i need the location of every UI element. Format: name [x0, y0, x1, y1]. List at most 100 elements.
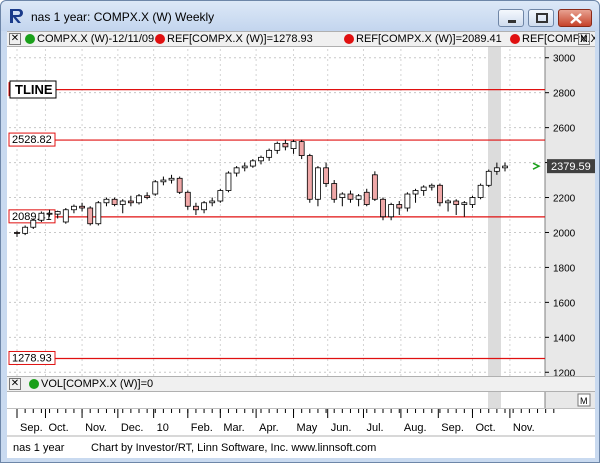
candle-body [315, 167, 321, 200]
chart-client-area: ✕ COMPX.X (W)-12/11/09 REF[COMPX.X (W)]=… [7, 31, 595, 458]
candle-body [355, 195, 362, 200]
candle [339, 192, 346, 207]
volume-chart[interactable]: M [7, 392, 595, 408]
reference-label: 1278.93 [12, 352, 52, 364]
candle-body [323, 167, 329, 184]
status-bar: nas 1 year Chart by Investor/RT, Linn So… [7, 440, 595, 458]
candle-body [168, 177, 175, 181]
candle-body [160, 179, 167, 183]
price-panel-m-button[interactable]: M [578, 33, 590, 45]
candle [54, 210, 61, 219]
candle-body [453, 200, 460, 205]
candle-body [71, 205, 77, 211]
candle-body [111, 198, 118, 205]
tline-box [9, 80, 57, 99]
candle [241, 162, 248, 172]
candle-body [420, 186, 427, 191]
candle [217, 188, 224, 203]
tline-label: TLINE [15, 82, 53, 97]
maximize-icon [536, 13, 548, 23]
price-panel-close-button[interactable]: ✕ [9, 33, 21, 45]
candle-body [14, 232, 20, 234]
candle [420, 185, 427, 196]
minimize-button[interactable] [498, 9, 524, 27]
candle-body [152, 181, 159, 195]
time-tick-label: Aug. [404, 422, 427, 434]
candle [152, 180, 159, 196]
price-chart[interactable]: 1200140016001800200022002400260028003000… [7, 47, 595, 383]
candle-body [233, 167, 240, 174]
candle-body [62, 209, 69, 223]
candle-body [290, 141, 297, 150]
candle [371, 171, 378, 202]
legend-vol[interactable]: VOL[COMPX.X (W)]=0 [41, 378, 154, 390]
candle [201, 201, 207, 214]
candle [306, 153, 313, 203]
candle [168, 174, 175, 184]
candle [136, 194, 142, 205]
candle [502, 162, 508, 172]
candle-body [428, 184, 435, 188]
candle [184, 190, 191, 210]
y-tick-label: 2600 [553, 124, 576, 135]
candle [249, 159, 256, 168]
candle [176, 176, 183, 195]
candle-body [38, 212, 45, 221]
close-icon [570, 13, 582, 24]
reference-label: 2528.82 [12, 134, 52, 146]
candle [477, 183, 484, 200]
time-tick-label: Jul. [366, 422, 383, 434]
candle [315, 166, 321, 207]
candle-body [477, 184, 484, 198]
time-tick-label: Mar. [223, 422, 244, 434]
candle [298, 139, 305, 160]
candle [111, 197, 118, 207]
current-bar-highlight [488, 47, 501, 383]
candle [282, 139, 289, 151]
candle [274, 141, 281, 154]
time-tick-label: May [297, 422, 318, 434]
time-tick-label: Apr. [259, 422, 279, 434]
title-bar[interactable]: nas 1 year: COMPX.X (W) Weekly [1, 1, 599, 31]
candle-body [127, 200, 134, 204]
legend-compx[interactable]: COMPX.X (W)-12/11/09 [37, 33, 155, 45]
legend-ref-1278[interactable]: REF[COMPX.X (W)]=1278.93 [167, 33, 313, 45]
candle-body [30, 219, 37, 228]
volume-m-button: M [580, 396, 588, 406]
close-button[interactable] [558, 9, 592, 27]
candle-body [298, 141, 305, 156]
y-tick-label: 1200 [553, 368, 576, 379]
candle-body [176, 177, 183, 193]
candle [71, 204, 77, 214]
legend-ref-2089[interactable]: REF[COMPX.X (W)]=2089.41 [356, 33, 502, 45]
time-tick-label: Sep. [20, 422, 43, 434]
candle [209, 197, 216, 207]
legend-dot-compx [25, 34, 35, 44]
volume-current-bar-highlight [488, 392, 501, 408]
legend-ref-extra[interactable]: REF[COMPX.X (W)] [522, 33, 595, 45]
minimize-icon [508, 20, 516, 23]
candle [225, 171, 232, 193]
price-panel-legend: ✕ COMPX.X (W)-12/11/09 REF[COMPX.X (W)]=… [7, 31, 595, 47]
legend-dot-ref-2089 [344, 34, 354, 44]
volume-panel-close-button[interactable]: ✕ [9, 378, 21, 390]
candle [290, 139, 297, 154]
candle [22, 225, 29, 236]
candle-body [380, 198, 386, 218]
candle-body [306, 155, 313, 200]
candle-body [347, 193, 354, 200]
time-tick-label: Feb. [191, 422, 213, 434]
maximize-button[interactable] [528, 9, 554, 27]
candle [396, 201, 403, 215]
candle [38, 211, 45, 222]
last-price-arrow [532, 162, 541, 170]
candle [363, 188, 370, 207]
candle-body [493, 167, 500, 172]
candle [46, 209, 53, 217]
candle [103, 197, 110, 207]
candle-body [201, 202, 207, 211]
candle-body [502, 165, 508, 169]
time-tick-label: Nov. [513, 422, 535, 434]
candle-body [437, 184, 443, 204]
